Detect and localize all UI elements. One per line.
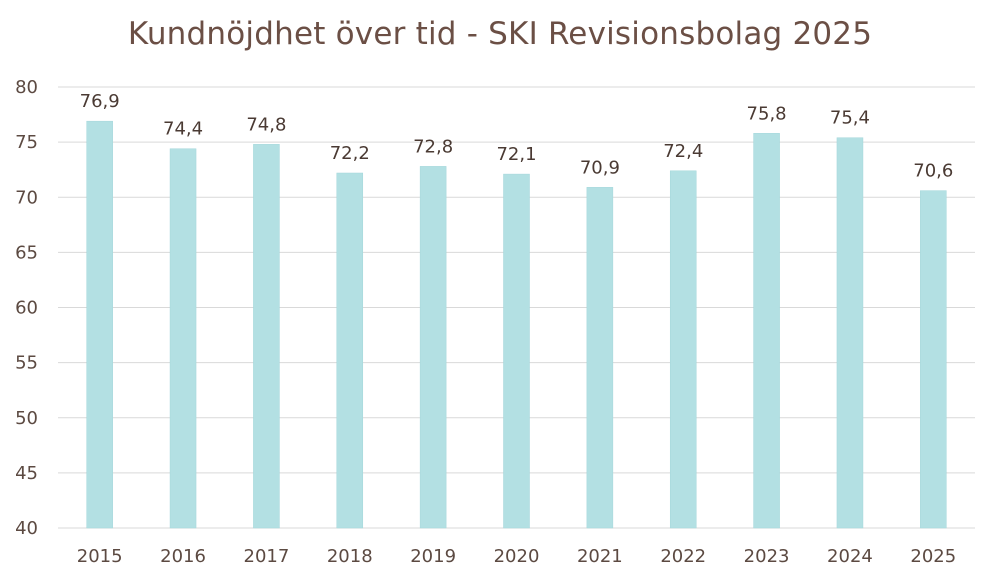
bar-2017 <box>253 144 280 529</box>
data-label-2020: 72,1 <box>496 144 536 165</box>
data-label-2021: 70,9 <box>580 157 620 178</box>
data-labels: 76,9 74,4 74,8 72,2 72,8 72,1 70,9 72,4 75,8 75,4… <box>80 91 954 181</box>
y-tick-label: 40 <box>15 518 38 539</box>
y-tick-label: 45 <box>15 463 38 484</box>
bar-2023 <box>753 133 780 529</box>
x-tick-label-2018: 2018 <box>327 546 373 567</box>
bar-2022 <box>669 170 697 529</box>
data-label-2025: 70,6 <box>913 161 953 182</box>
data-label-2022: 72,4 <box>663 141 703 162</box>
bar-2021 <box>586 187 614 529</box>
y-tick-label: 55 <box>15 353 38 374</box>
x-tick-label-2021: 2021 <box>577 546 623 567</box>
x-tick-label-2024: 2024 <box>827 546 873 567</box>
x-tick-label-2015: 2015 <box>77 546 123 567</box>
data-label-2023: 75,8 <box>747 103 787 124</box>
data-label-2015: 76,9 <box>80 91 120 112</box>
y-axis: 40 45 50 55 60 65 70 75 80 <box>15 77 38 539</box>
x-tick-label-2016: 2016 <box>160 546 206 567</box>
bar-2024 <box>836 137 864 529</box>
y-tick-label: 70 <box>15 187 38 208</box>
bars <box>86 120 947 529</box>
bar-2018 <box>336 172 364 529</box>
x-tick-label-2017: 2017 <box>244 546 290 567</box>
data-label-2018: 72,2 <box>330 143 370 164</box>
bar-2019 <box>419 166 447 529</box>
chart-title: Kundnöjdhet över tid - SKI Revisionsbola… <box>127 16 873 52</box>
x-tick-label-2023: 2023 <box>744 546 790 567</box>
bar-2016 <box>169 148 197 529</box>
x-tick-label-2025: 2025 <box>910 546 956 567</box>
x-tick-label-2022: 2022 <box>660 546 706 567</box>
y-tick-label: 60 <box>15 298 38 319</box>
x-tick-label-2020: 2020 <box>494 546 540 567</box>
y-tick-label: 65 <box>15 242 38 263</box>
bar-2025 <box>920 190 947 529</box>
x-tick-label-2019: 2019 <box>410 546 456 567</box>
y-tick-label: 75 <box>15 132 38 153</box>
data-label-2024: 75,4 <box>830 108 870 129</box>
x-axis: 2015 2016 2017 2018 2019 2020 2021 2022 2023 2024… <box>77 546 956 567</box>
bar-2020 <box>503 173 530 529</box>
y-tick-label: 50 <box>15 408 38 429</box>
data-label-2017: 74,8 <box>246 114 286 135</box>
data-label-2019: 72,8 <box>413 136 453 157</box>
y-tick-label: 80 <box>15 77 38 98</box>
data-label-2016: 74,4 <box>163 119 203 140</box>
bar-2015 <box>86 120 113 529</box>
